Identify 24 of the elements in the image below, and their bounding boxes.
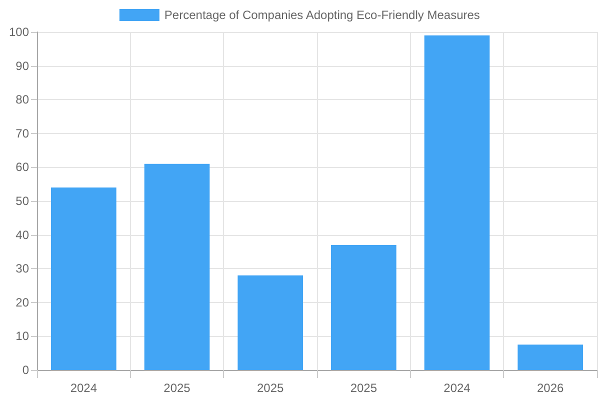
bar: [238, 275, 303, 370]
y-tick-label: 40: [16, 228, 30, 242]
y-tick-label: 10: [16, 329, 30, 344]
bar: [424, 35, 490, 370]
x-tick-label: 2024: [70, 381, 98, 395]
y-tick-label: 0: [22, 363, 30, 377]
y-tick-label: 100: [8, 25, 30, 39]
y-tick-label: 90: [16, 58, 30, 73]
x-tick-label: 2025: [164, 381, 191, 395]
y-tick-label: 50: [16, 194, 30, 208]
y-tick-label: 70: [16, 126, 30, 140]
legend-label: Percentage of Companies Adopting Eco-Friendly Measures: [164, 8, 480, 22]
x-tick-label: 2025: [256, 381, 284, 395]
bar: [331, 244, 396, 370]
x-tick-label: 2024: [444, 381, 471, 395]
y-tick-label: 30: [16, 262, 30, 276]
x-tick-label: 2025: [350, 381, 378, 395]
y-tick-label: 20: [16, 295, 30, 310]
bar: [51, 187, 116, 370]
bar: [518, 344, 583, 370]
bar: [144, 164, 210, 370]
x-tick-label: 2026: [536, 381, 564, 395]
y-tick-label: 60: [16, 160, 30, 174]
y-tick-label: 80: [16, 92, 30, 107]
